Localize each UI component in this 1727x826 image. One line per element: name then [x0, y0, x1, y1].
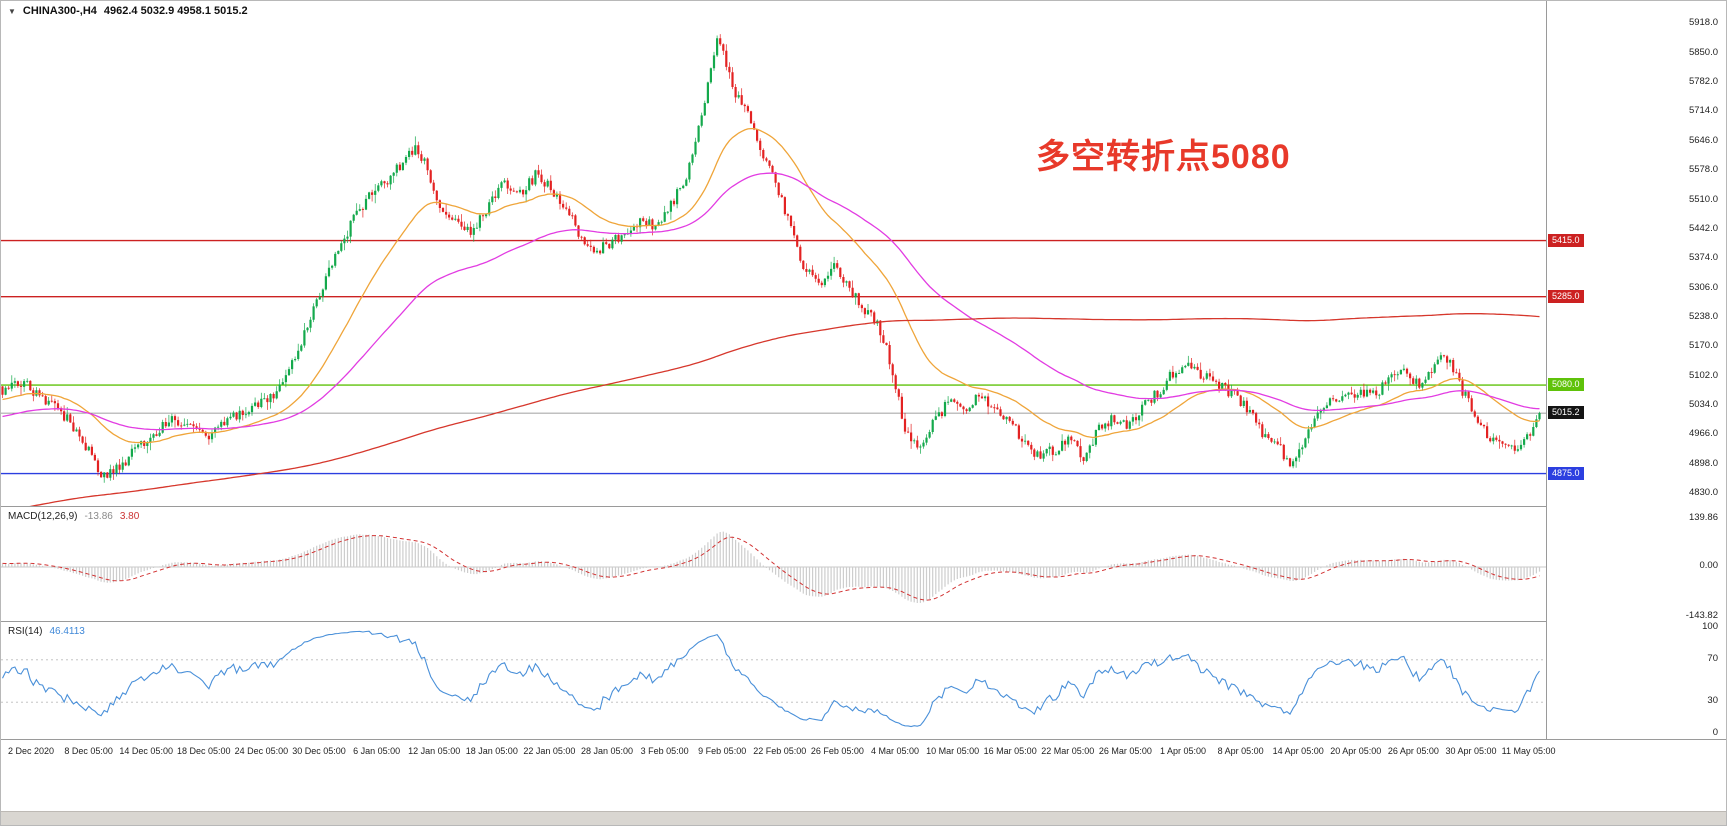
price-tick-label: 5374.0: [1688, 252, 1718, 264]
time-tick-label: 28 Jan 05:00: [580, 746, 634, 756]
time-tick-label: 14 Dec 05:00: [119, 746, 173, 756]
price-level-tag: 5285.0: [1548, 289, 1584, 303]
time-tick-label: 10 Mar 05:00: [926, 746, 980, 756]
time-axis[interactable]: 2 Dec 2020 8 Dec 05:00 14 Dec 05:00 18 Dec …: [1, 739, 1726, 767]
price-axis[interactable]: 5918.0 5850.0 5782.0 5714.0 5646.0 5578.0 5510…: [1546, 1, 1726, 739]
main-chart-panel[interactable]: ▼ CHINA300-,H4 4962.4 5032.9 4958.1 5015…: [1, 1, 1546, 506]
price-tick-label: 5170.0: [1688, 340, 1718, 352]
time-tick-label: 30 Apr 05:00: [1445, 746, 1497, 756]
time-tick-label: 26 Mar 05:00: [1098, 746, 1152, 756]
ohlc-values: 4962.4 5032.9 4958.1 5015.2: [103, 5, 248, 17]
macd-title: MACD(12,26,9): [8, 511, 78, 522]
price-tick-label: 5918.0: [1688, 17, 1718, 29]
price-tick-label: 5782.0: [1688, 76, 1718, 88]
price-tick-label: 4966.0: [1688, 428, 1718, 440]
price-tick-label: 5238.0: [1688, 310, 1718, 322]
time-tick-label: 22 Mar 05:00: [1041, 746, 1095, 756]
time-tick-label: 24 Dec 05:00: [234, 746, 289, 756]
price-tick-label: 5034.0: [1688, 399, 1718, 410]
price-tick-label: 5510.0: [1688, 193, 1718, 205]
rsi-label: RSI(14) 46.4113: [8, 626, 85, 637]
time-tick-label: 18 Jan 05:00: [465, 746, 518, 756]
time-tick-label: 26 Apr 05:00: [1387, 746, 1439, 756]
rsi-panel[interactable]: RSI(14) 46.4113: [1, 621, 1546, 739]
price-tick-label: 5102.0: [1688, 369, 1718, 381]
time-tick-label: 8 Dec 05:00: [64, 746, 113, 756]
symbol-info-bar: ▼ CHINA300-,H4 4962.4 5032.9 4958.1 5015…: [8, 5, 248, 17]
time-tick-label: 2 Dec 2020: [7, 746, 55, 756]
symbol-timeframe-label: CHINA300-,H4: [22, 5, 97, 17]
price-tick-label: 4830.0: [1688, 487, 1718, 499]
price-tick-label: 5306.0: [1688, 281, 1718, 293]
time-tick-label: 8 Apr 05:00: [1217, 746, 1264, 756]
time-tick-label: 26 Feb 05:00: [810, 746, 864, 756]
macd-tick-label: 0.00: [1699, 560, 1719, 571]
price-tick-label: 4898.0: [1688, 457, 1718, 469]
rsi-title: RSI(14): [8, 626, 43, 637]
macd-label: MACD(12,26,9) -13.86 3.80: [8, 511, 139, 522]
current-price-tag: 5015.2: [1548, 406, 1584, 420]
time-tick-label: 6 Jan 05:00: [353, 746, 401, 756]
time-tick-label: 22 Jan 05:00: [523, 746, 576, 756]
price-level-tag: 5415.0: [1548, 233, 1584, 247]
price-tick-label: 5578.0: [1688, 164, 1718, 176]
rsi-tick-label: 70: [1707, 652, 1718, 664]
candlestick-chart[interactable]: [1, 1, 1546, 506]
time-tick-label: 12 Jan 05:00: [408, 746, 461, 756]
time-tick-label: 4 Mar 05:00: [870, 746, 920, 756]
price-tick-label: 5714.0: [1688, 105, 1718, 117]
rsi-value: 46.4113: [49, 626, 85, 637]
macd-value-main: -13.86: [84, 511, 113, 522]
time-tick-label: 11 May 05:00: [1501, 746, 1556, 756]
rsi-tick-label: 100: [1702, 621, 1718, 632]
macd-tick-label: 139.86: [1688, 511, 1718, 523]
time-tick-label: 22 Feb 05:00: [753, 746, 807, 756]
time-tick-label: 20 Apr 05:00: [1330, 746, 1382, 756]
rsi-chart[interactable]: [1, 622, 1546, 740]
rsi-tick-label: 0: [1712, 727, 1718, 738]
bottom-strip: [1, 811, 1726, 825]
price-level-tag: 4875.0: [1548, 466, 1584, 480]
price-level-tag: 5080.0: [1548, 378, 1584, 392]
annotation-text: 多空转折点5080: [1036, 138, 1291, 176]
time-tick-label: 18 Dec 05:00: [177, 746, 231, 756]
time-tick-label: 3 Feb 05:00: [640, 746, 689, 756]
time-tick-label: 30 Dec 05:00: [292, 746, 346, 756]
macd-panel[interactable]: MACD(12,26,9) -13.86 3.80: [1, 506, 1546, 621]
symbol-dropdown-icon[interactable]: ▼: [8, 6, 16, 16]
macd-tick-label: -143.82: [1685, 609, 1718, 621]
macd-value-signal: 3.80: [119, 511, 140, 522]
price-tick-label: 5646.0: [1688, 134, 1718, 146]
time-tick-label: 9 Feb 05:00: [698, 746, 747, 756]
price-tick-label: 5850.0: [1688, 46, 1718, 58]
time-tick-label: 16 Mar 05:00: [983, 746, 1037, 756]
time-tick-label: 14 Apr 05:00: [1272, 746, 1324, 756]
macd-chart[interactable]: [1, 507, 1546, 622]
price-tick-label: 5442.0: [1688, 222, 1718, 234]
time-tick-label: 1 Apr 05:00: [1159, 746, 1207, 756]
rsi-tick-label: 30: [1707, 695, 1718, 707]
